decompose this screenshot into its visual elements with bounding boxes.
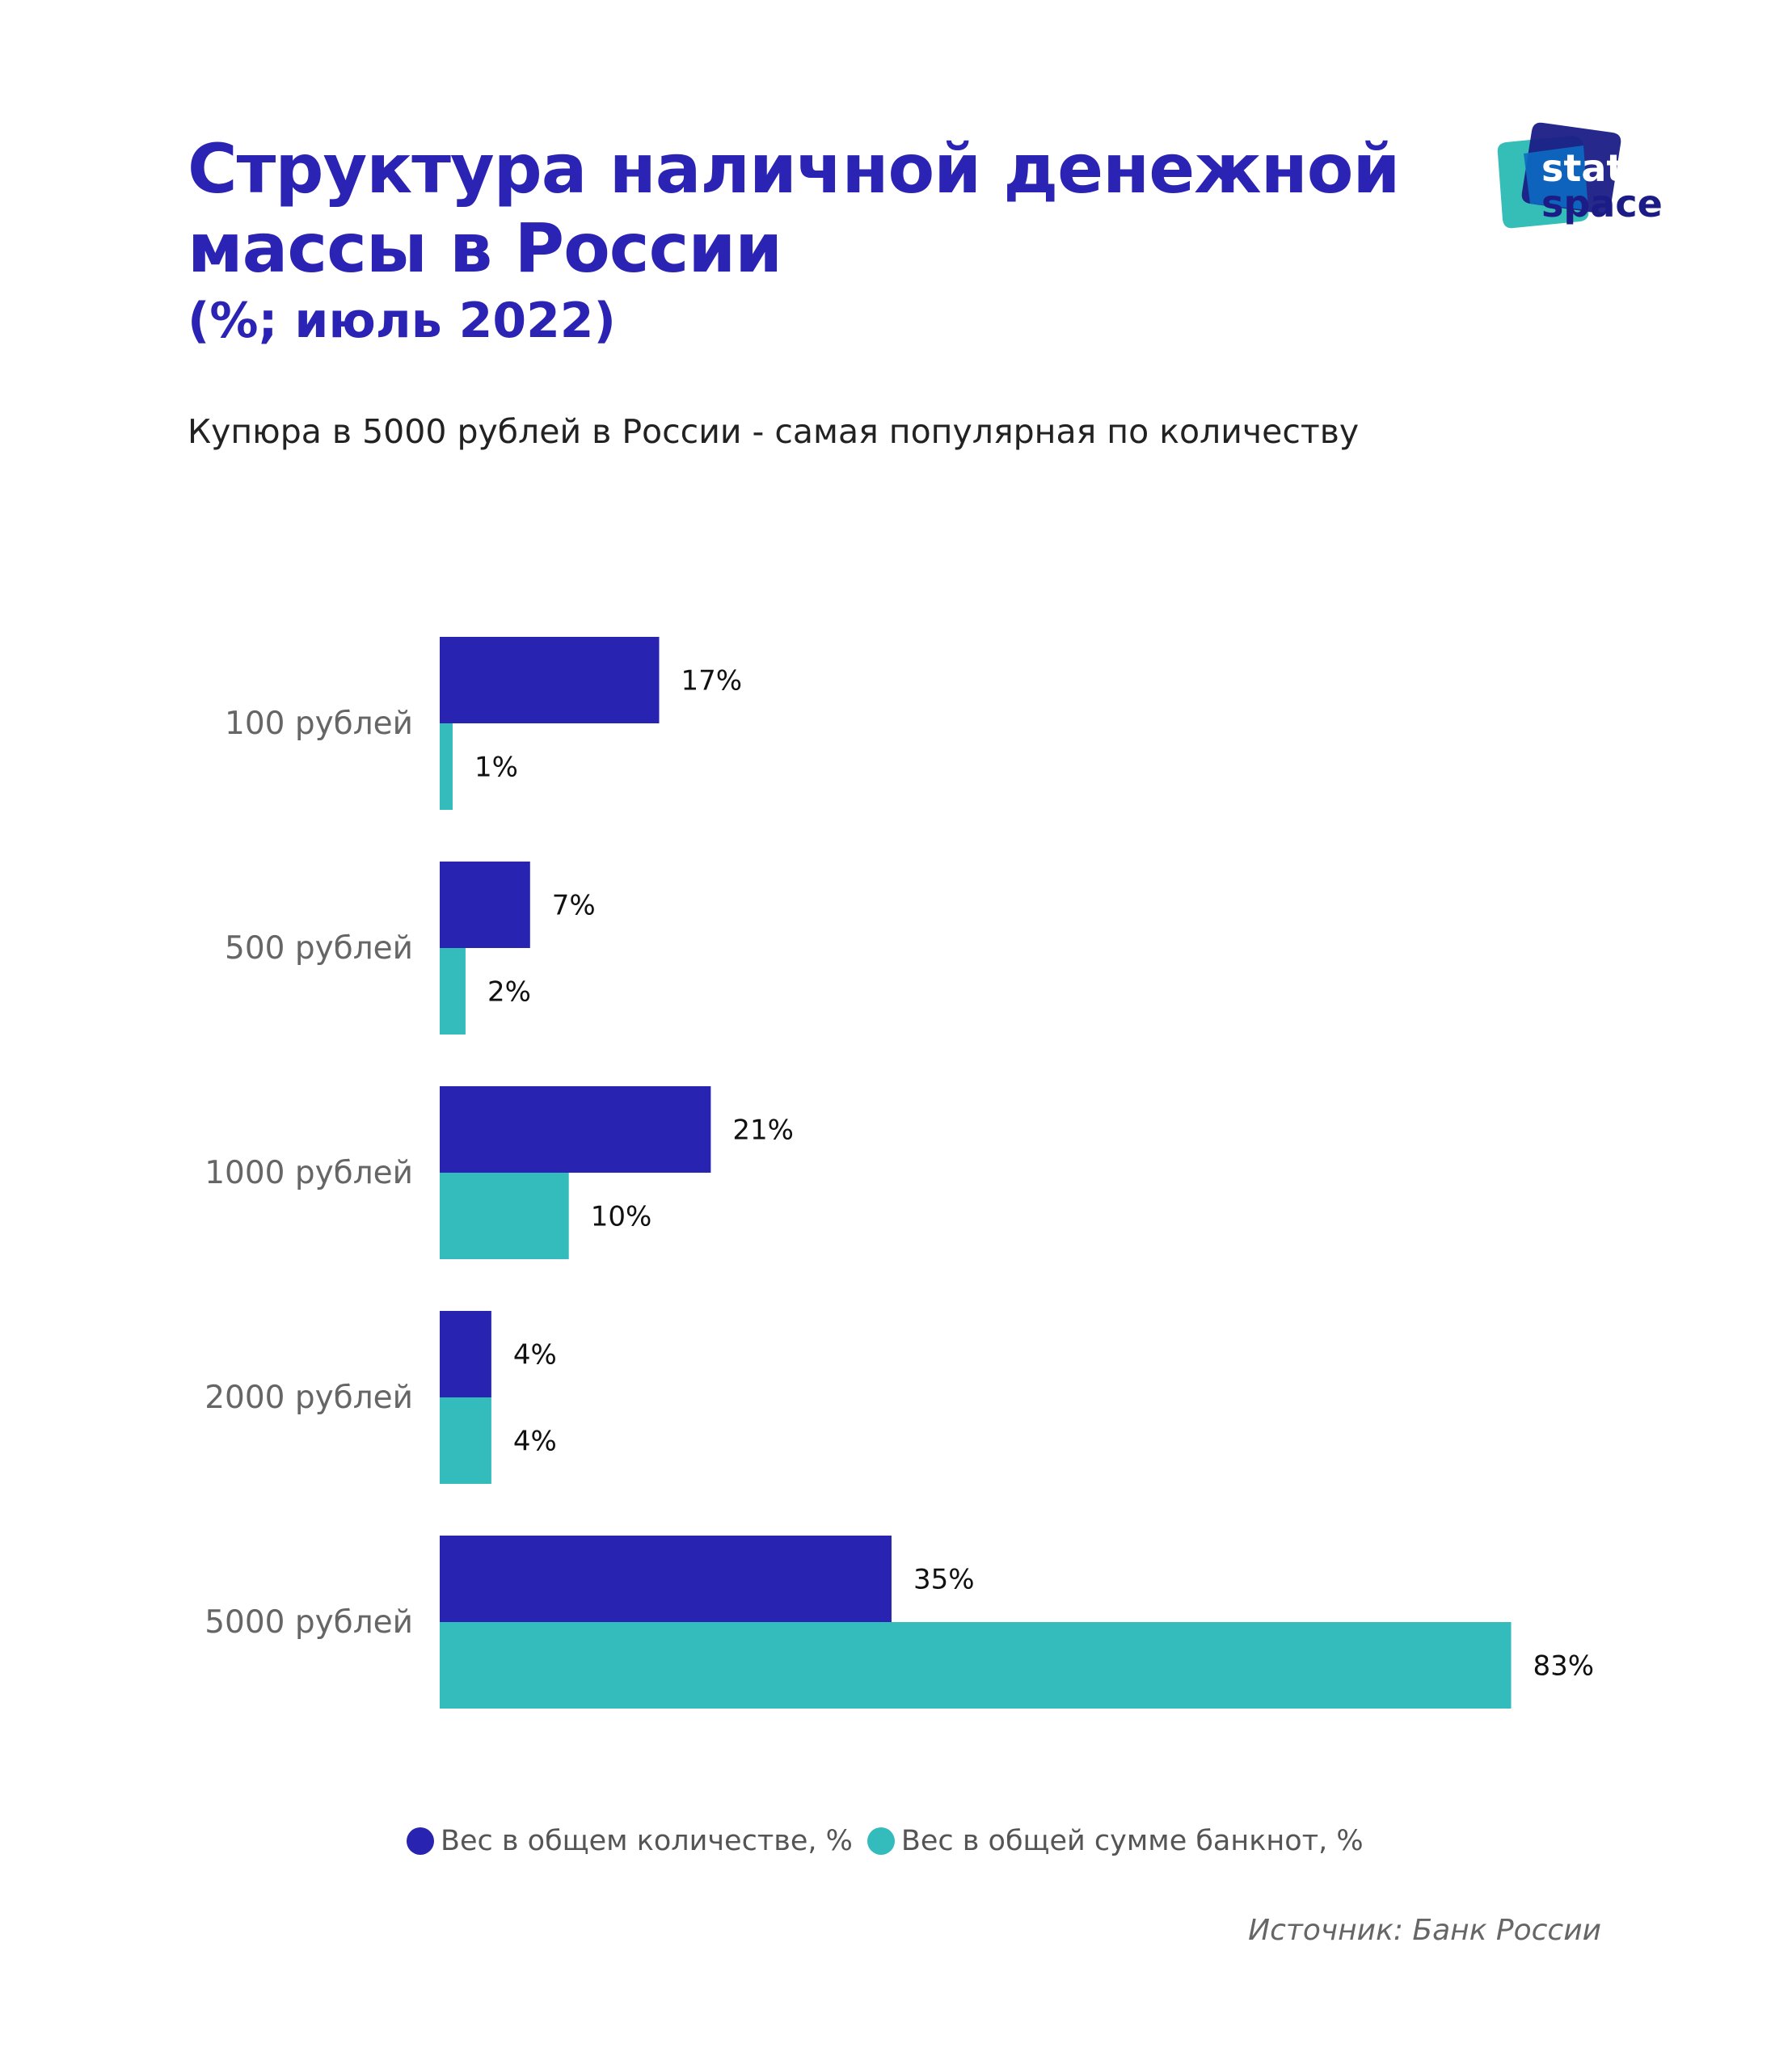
chart-subtitle: Купюра в 5000 рублей в России - самая по… (188, 412, 1360, 451)
legend-marker-count (407, 1827, 434, 1855)
svg-text:space: space (1541, 182, 1663, 225)
bar-chart: 100 рублей 17% 1% 500 рублей 7% 2% 1000 рублей… (204, 637, 1595, 1709)
legend-item-sum: Вес в общей сумме банкнот, % (866, 1825, 1364, 1857)
legend-item-count: Вес в общем количестве, % (407, 1825, 853, 1857)
bar-sum (440, 1173, 569, 1259)
title-line-1: Структура наличной денежной (188, 129, 1400, 209)
data-label: 1% (474, 752, 518, 784)
data-label: 7% (552, 890, 596, 922)
category-label: 1000 рублей (204, 1155, 413, 1191)
chart-period: (%; июль 2022) (188, 293, 616, 349)
category-label: 100 рублей (225, 706, 413, 742)
chart-title: Структура наличной денежной массы в Росс… (188, 129, 1400, 288)
category-label: 500 рублей (225, 930, 413, 967)
data-label: 4% (513, 1339, 557, 1372)
svg-text:stat: stat (1541, 146, 1624, 190)
data-label: 35% (913, 1564, 975, 1596)
data-label: 2% (487, 976, 531, 1009)
bar-count (440, 862, 530, 948)
data-label: 10% (591, 1201, 652, 1233)
bar-count (440, 1311, 491, 1397)
bar-count (440, 1086, 711, 1173)
bar-sum (440, 1397, 491, 1484)
category-label: 2000 рублей (204, 1380, 413, 1416)
legend-marker-sum (866, 1827, 895, 1855)
bar-count (440, 1536, 892, 1622)
category-label: 5000 рублей (204, 1604, 413, 1641)
legend-label-count: Вес в общем количестве, % (441, 1825, 853, 1857)
bar-sum (440, 948, 466, 1034)
bar-sum (440, 723, 453, 810)
title-line-2: массы в России (188, 209, 782, 288)
data-label: 4% (513, 1426, 557, 1458)
source-note: Источник: Банк России (1248, 1914, 1601, 1947)
data-label: 17% (681, 665, 742, 697)
legend: Вес в общем количестве, % Вес в общей су… (407, 1825, 1378, 1857)
statspace-logo: stat space (1497, 122, 1663, 229)
data-label: 21% (732, 1115, 794, 1147)
data-label: 83% (1533, 1650, 1595, 1683)
bar-sum (440, 1622, 1512, 1709)
legend-label-sum: Вес в общей сумме банкнот, % (900, 1825, 1364, 1857)
bar-count (440, 637, 660, 723)
